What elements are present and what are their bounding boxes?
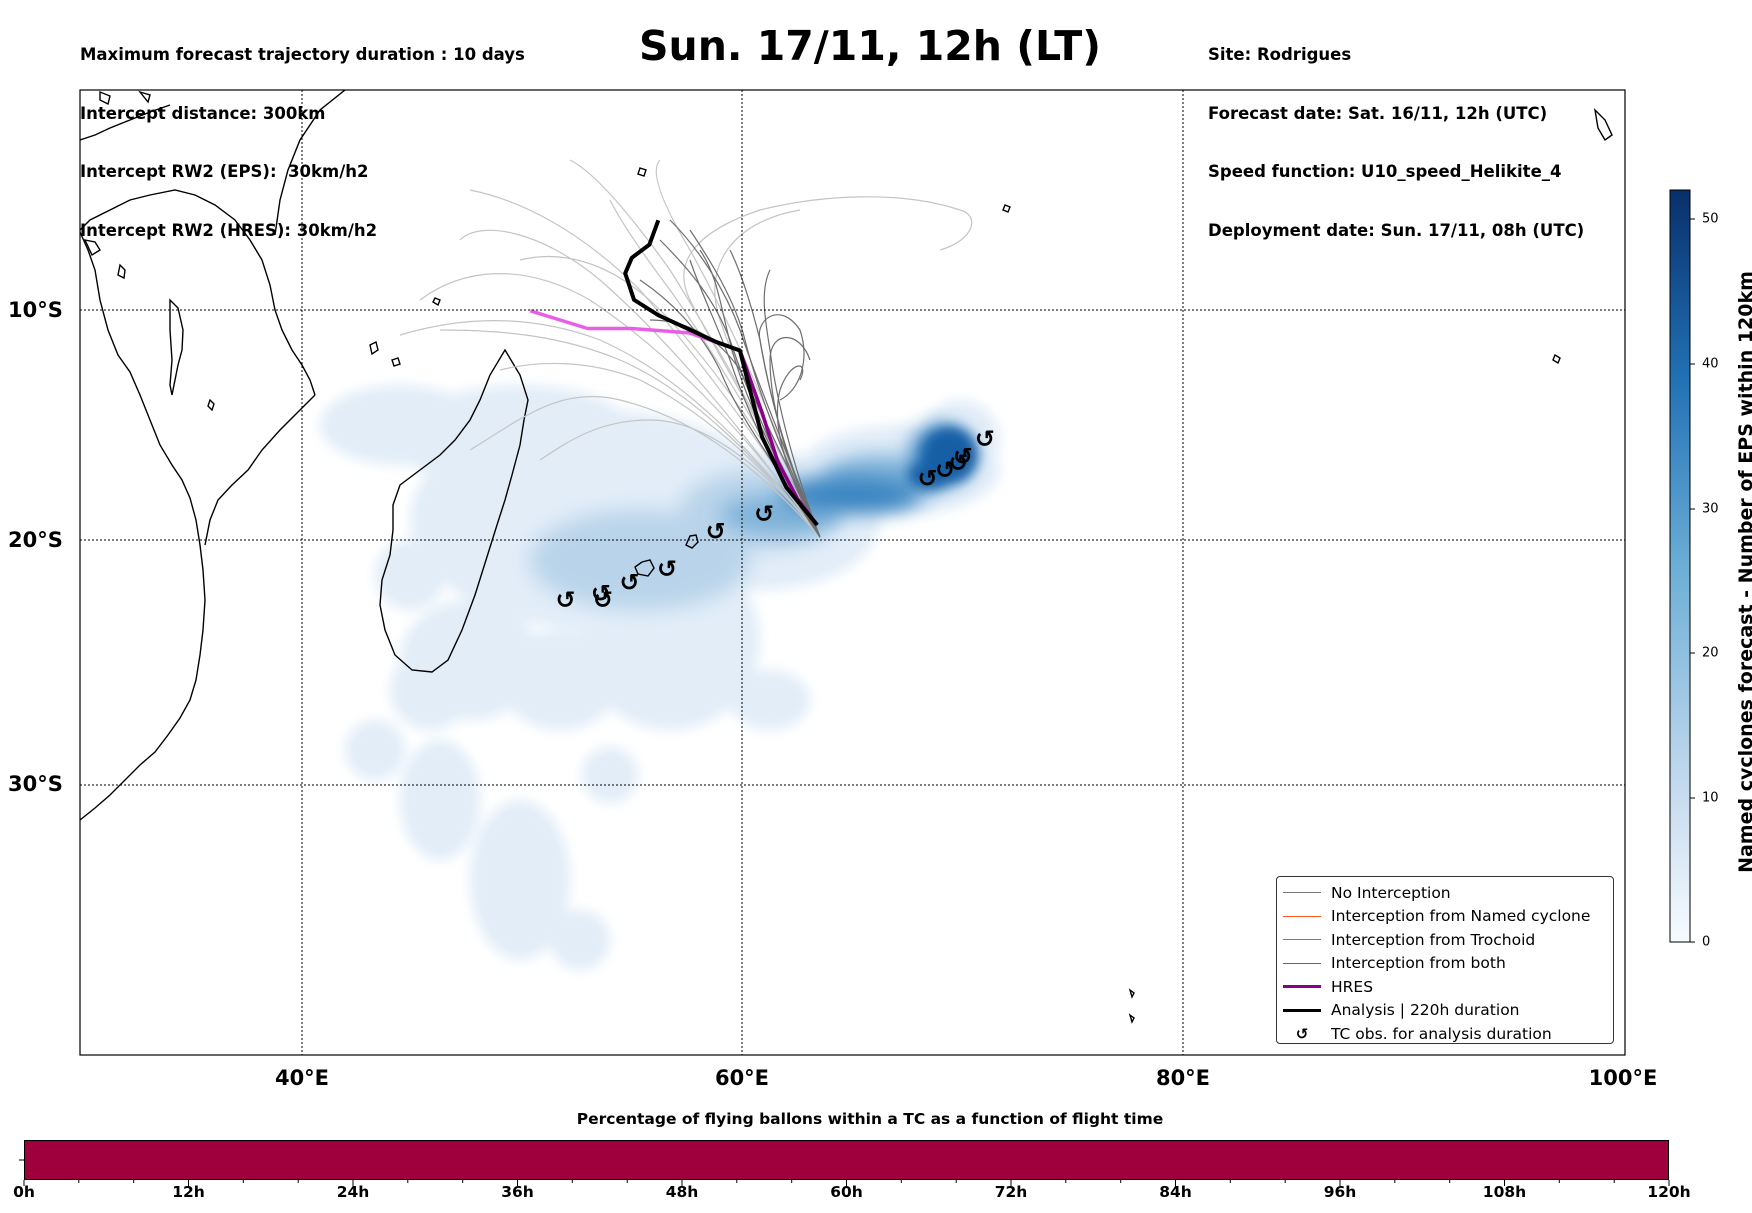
cyclone-observation-icon: ↺	[948, 449, 968, 477]
legend-line-swatch	[1283, 915, 1321, 917]
lon-label: 80°E	[1155, 1066, 1211, 1090]
horizontal-colorbar-tick-label: 12h	[172, 1183, 205, 1201]
vertical-colorbar-tick-label: 10	[1702, 790, 1719, 806]
header-info-left: Maximum forecast trajectory duration : 1…	[80, 6, 525, 260]
cyclone-observation-icon: ↺	[917, 465, 937, 493]
tc-observations: ↺↺↺↺↺↺↺↺↺↺↺↺	[556, 425, 995, 614]
cyclone-observation-icon: ↺	[620, 568, 640, 596]
header-line: Deployment date: Sun. 17/11, 08h (UTC)	[1208, 220, 1585, 240]
legend-label: No Interception	[1331, 883, 1451, 902]
vertical-colorbar-tick-label: 0	[1702, 934, 1711, 950]
vertical-colorbar-tick-label: 40	[1702, 356, 1719, 372]
horizontal-colorbar-ticks	[23, 1180, 1670, 1186]
horizontal-colorbar-tick-label: 60h	[830, 1183, 863, 1201]
legend-item: HRES	[1277, 975, 1613, 999]
horizontal-colorbar-tick-label: 96h	[1323, 1183, 1357, 1201]
gridlines	[80, 90, 1625, 1055]
analysis-track	[623, 219, 819, 527]
header-info-right: Site: Rodrigues Forecast date: Sat. 16/1…	[1208, 6, 1584, 260]
horizontal-colorbar-title: Percentage of flying ballons within a TC…	[576, 1110, 1164, 1128]
legend-item: No Interception	[1277, 881, 1613, 905]
legend-item: Interception from Trochoid	[1277, 928, 1613, 952]
cyclone-observation-icon: ↺	[754, 500, 774, 528]
header-line: Speed function: U10_speed_Helikite_4	[1208, 162, 1562, 181]
legend-label: Interception from Trochoid	[1331, 930, 1536, 949]
map-area: ↺↺↺↺↺↺↺↺↺↺↺↺	[80, 90, 1613, 1024]
legend-line-swatch	[1283, 939, 1321, 941]
coastlines	[80, 90, 1613, 1024]
cyclone-observation-icon: ↺	[657, 555, 677, 583]
cyclone-observation-icon: ↺	[935, 456, 955, 484]
horizontal-colorbar-tick-label: 0h	[13, 1183, 35, 1201]
lon-label: 40°E	[274, 1066, 330, 1090]
horizontal-colorbar-tick-label: 72h	[994, 1183, 1028, 1201]
legend-label: TC obs. for analysis duration	[1331, 1024, 1552, 1043]
lat-label: 30°S	[8, 772, 63, 796]
horizontal-colorbar	[24, 1140, 1669, 1180]
horizontal-colorbar-tick-label: 120h	[1647, 1183, 1691, 1201]
vertical-colorbar-tick-label: 20	[1702, 645, 1719, 661]
legend-label: Interception from both	[1331, 954, 1506, 973]
legend-line-swatch	[1283, 985, 1321, 989]
header-line: Intercept RW2 (EPS): 30km/h2	[80, 162, 369, 181]
legend: No Interception Interception from Named …	[1276, 876, 1614, 1044]
lat-label: 20°S	[8, 528, 63, 552]
lon-label: 100°E	[1588, 1066, 1658, 1090]
header-line: Forecast date: Sat. 16/11, 12h (UTC)	[1208, 103, 1548, 123]
horizontal-colorbar-tick-label: 24h	[336, 1183, 370, 1201]
vertical-colorbar-ticks	[1690, 218, 1695, 943]
cyclone-observation-icon: ↺	[706, 518, 726, 546]
vertical-colorbar-tick-label: 30	[1702, 501, 1719, 517]
vertical-colorbar	[1669, 189, 1691, 943]
cyclone-symbol-icon: ↺	[1295, 1024, 1309, 1043]
density-field	[320, 385, 1000, 970]
legend-label: Interception from Named cyclone	[1331, 907, 1591, 926]
cyclone-observation-icon: ↺	[591, 579, 611, 607]
header-line: Intercept RW2 (HRES): 30km/h2	[80, 220, 378, 240]
header-line: Maximum forecast trajectory duration : 1…	[80, 45, 525, 64]
legend-line-swatch	[1283, 962, 1321, 964]
header-line: Site: Rodrigues	[1208, 45, 1352, 64]
legend-item: Analysis | 220h duration	[1277, 999, 1613, 1023]
legend-item: Interception from Named cyclone	[1277, 905, 1613, 929]
horizontal-colorbar-tick-label: 36h	[501, 1183, 534, 1201]
header-line: Intercept distance: 300km	[80, 103, 326, 123]
legend-item: Interception from both	[1277, 952, 1613, 976]
lat-label: 10°S	[8, 298, 63, 322]
legend-line-swatch	[1283, 1008, 1321, 1012]
legend-label: Analysis | 220h duration	[1331, 1001, 1520, 1020]
legend-item: ↺ TC obs. for analysis duration	[1277, 1022, 1613, 1046]
cyclone-observation-icon: ↺	[593, 586, 613, 614]
map-frame	[79, 89, 1626, 1056]
cyclone-observation-icon: ↺	[975, 425, 995, 453]
legend-label: HRES	[1331, 977, 1374, 996]
lon-label: 60°E	[714, 1066, 770, 1090]
vertical-colorbar-title: Named cyclones forecast - Number of EPS …	[1735, 271, 1752, 873]
horizontal-colorbar-tick-label: 108h	[1482, 1183, 1527, 1201]
horizontal-colorbar-tick-label: 48h	[665, 1183, 699, 1201]
horizontal-colorbar-tick-label: 84h	[1159, 1183, 1192, 1201]
legend-line-swatch	[1283, 892, 1321, 894]
vertical-colorbar-tick-label: 50	[1702, 211, 1719, 227]
map-title: Sun. 17/11, 12h (LT)	[639, 22, 1101, 70]
cyclone-observation-icon: ↺	[556, 586, 576, 614]
cyclone-observation-icon: ↺	[953, 443, 973, 471]
